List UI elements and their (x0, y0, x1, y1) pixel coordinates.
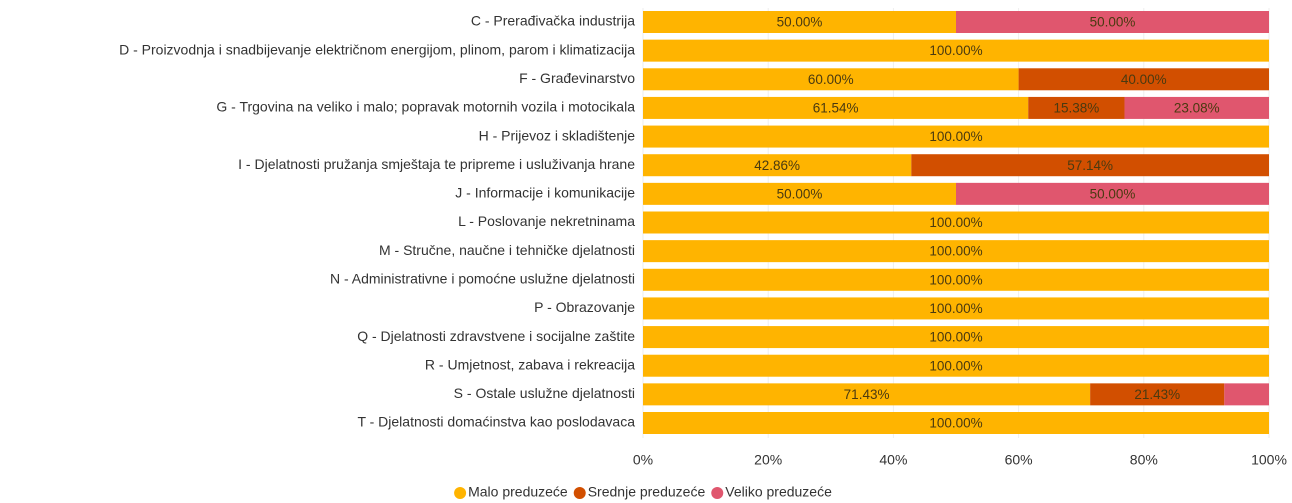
data-label: 100.00% (929, 272, 982, 287)
data-label: 71.43% (844, 387, 890, 402)
data-label: 100.00% (929, 301, 982, 316)
data-label: 100.00% (929, 129, 982, 144)
x-tick-label: 60% (1005, 452, 1033, 468)
y-tick-label: J - Informacije i komunikacije (455, 185, 635, 201)
data-label: 100.00% (929, 244, 982, 259)
data-label: 57.14% (1067, 158, 1113, 173)
y-tick-label: T - Djelatnosti domaćinstva kao poslodav… (357, 414, 635, 430)
bar-segment (1224, 383, 1269, 406)
data-label: 61.54% (813, 100, 859, 115)
data-label: 23.08% (1174, 100, 1220, 115)
y-tick-label: I - Djelatnosti pružanja smještaja te pr… (238, 156, 635, 172)
bar-segment (643, 211, 1269, 234)
bar-segment (643, 354, 1269, 377)
data-label: 40.00% (1121, 72, 1167, 87)
bar-segment (956, 182, 1269, 205)
x-tick-label: 100% (1251, 452, 1287, 468)
legend-swatch (454, 487, 467, 499)
y-tick-label: S - Ostale uslužne djelatnosti (454, 385, 635, 401)
x-tick-label: 20% (754, 452, 782, 468)
bar-segment (643, 182, 956, 205)
data-label: 50.00% (1090, 15, 1136, 30)
bar-segment (643, 297, 1269, 320)
data-label: 50.00% (777, 186, 823, 201)
data-label: 100.00% (929, 416, 982, 431)
bar-segment (1090, 383, 1225, 406)
bar-segment (643, 68, 1019, 91)
bar-segment (643, 412, 1269, 434)
bar-segment (643, 11, 956, 33)
y-tick-label: H - Prijevoz i skladištenje (479, 127, 636, 143)
data-label: 60.00% (808, 72, 854, 87)
y-tick-label: R - Umjetnost, zabava i rekreacija (425, 356, 635, 372)
legend-label: Malo preduzeće (468, 484, 568, 500)
bar-segment (956, 11, 1269, 33)
data-label: 100.00% (929, 43, 982, 58)
bar-segment (643, 268, 1269, 291)
bar-segment (1124, 96, 1269, 119)
y-tick-label: G - Trgovina na veliko i malo; popravak … (216, 99, 635, 115)
y-tick-label: D - Proizvodnja i snadbijevanje električ… (119, 41, 635, 57)
x-tick-label: 80% (1130, 452, 1158, 468)
bar-segment (1018, 68, 1269, 91)
y-tick-label: N - Administrativne i pomoćne uslužne dj… (330, 270, 635, 286)
data-label: 50.00% (777, 15, 823, 30)
y-tick-label: M - Stručne, naučne i tehničke djelatnos… (379, 242, 635, 258)
data-label: 50.00% (1090, 186, 1136, 201)
bar-segment (643, 154, 912, 177)
legend-label: Srednje preduzeće (588, 484, 706, 500)
bar-segment (643, 39, 1269, 62)
y-tick-label: L - Poslovanje nekretninama (458, 213, 635, 229)
data-label: 100.00% (929, 358, 982, 373)
data-label: 100.00% (929, 330, 982, 345)
x-tick-label: 40% (879, 452, 907, 468)
data-label: 42.86% (754, 158, 800, 173)
bar-segment (911, 154, 1269, 177)
y-tick-label: F - Građevinarstvo (519, 70, 635, 86)
legend-label: Veliko preduzeće (725, 484, 832, 500)
data-label: 21.43% (1134, 387, 1180, 402)
legend-swatch (573, 487, 586, 499)
y-tick-label: P - Obrazovanje (534, 299, 635, 315)
bar-segment (643, 326, 1269, 349)
bar-segment (643, 125, 1269, 148)
bar-segment (643, 240, 1269, 263)
x-tick-label: 0% (633, 452, 653, 468)
bar-segment (643, 383, 1091, 406)
bar-segment (643, 96, 1029, 119)
data-label: 15.38% (1053, 100, 1099, 115)
legend-swatch (711, 487, 724, 499)
data-label: 100.00% (929, 215, 982, 230)
y-tick-label: C - Prerađivačka industrija (471, 13, 635, 29)
y-tick-label: Q - Djelatnosti zdravstvene i socijalne … (357, 328, 635, 344)
bar-segment (1028, 96, 1125, 119)
